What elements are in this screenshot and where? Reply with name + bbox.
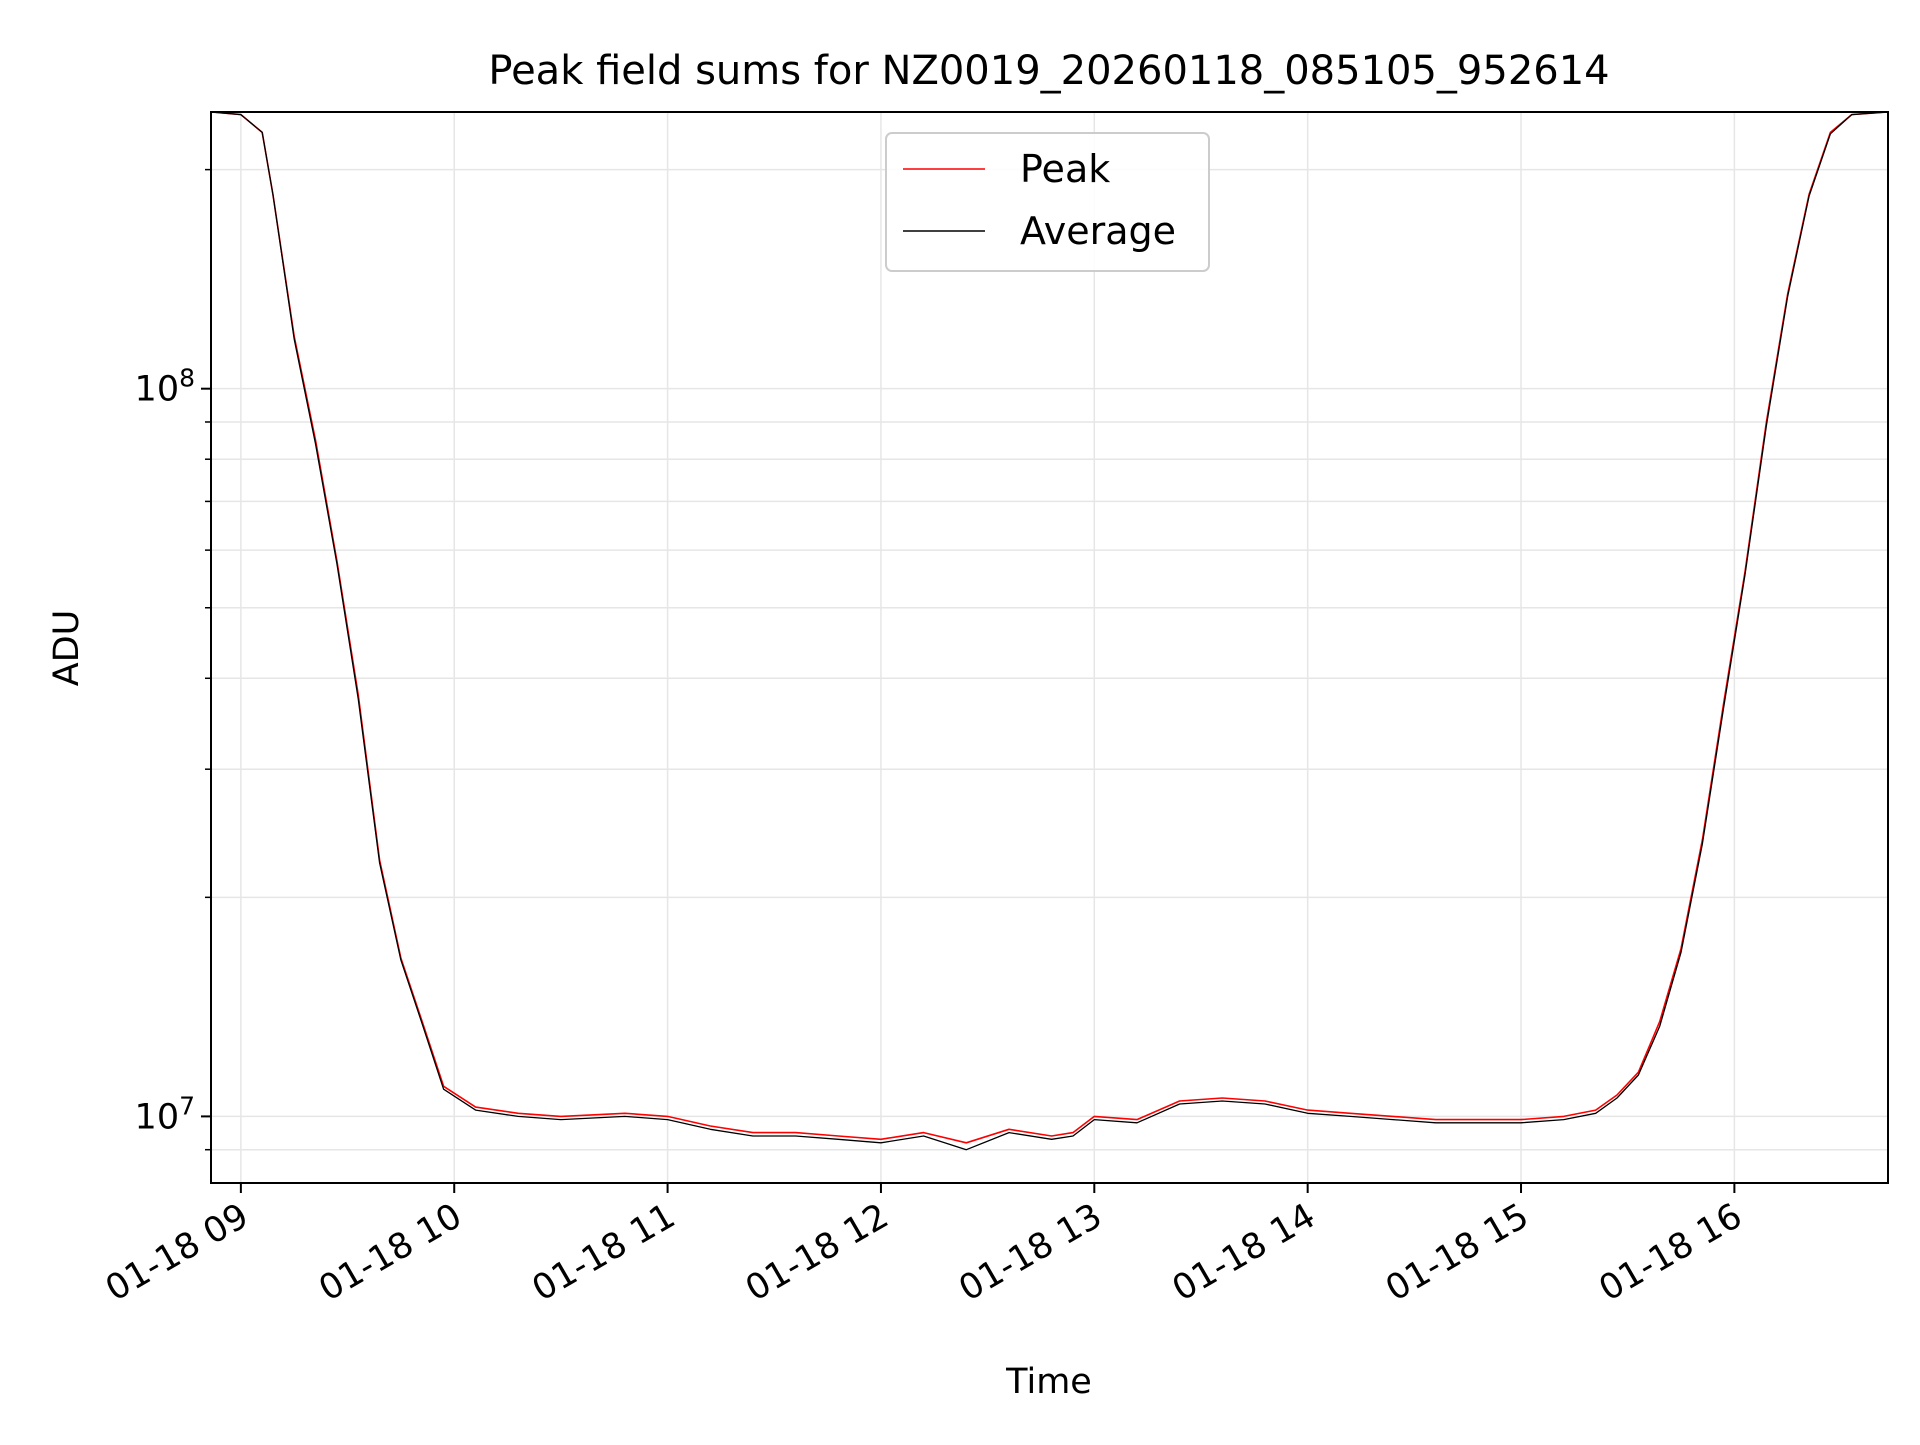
chart-title: Peak field sums for NZ0019_20260118_0851…	[488, 48, 1609, 94]
legend: Peak Average	[885, 132, 1210, 272]
legend-label-average: Average	[1020, 209, 1176, 253]
grid-layer	[211, 112, 1888, 1183]
plot-frame	[210, 111, 1889, 1184]
legend-label-peak: Peak	[1020, 147, 1110, 191]
x-axis-label: Time	[1005, 1362, 1092, 1402]
y-tick-label: 108	[135, 364, 195, 410]
legend-box	[885, 132, 1210, 272]
series-layer	[211, 112, 1888, 1151]
y-axis-label: ADU	[47, 610, 87, 687]
series-line-average	[211, 112, 1888, 1151]
y-tick-label: 107	[135, 1091, 195, 1137]
